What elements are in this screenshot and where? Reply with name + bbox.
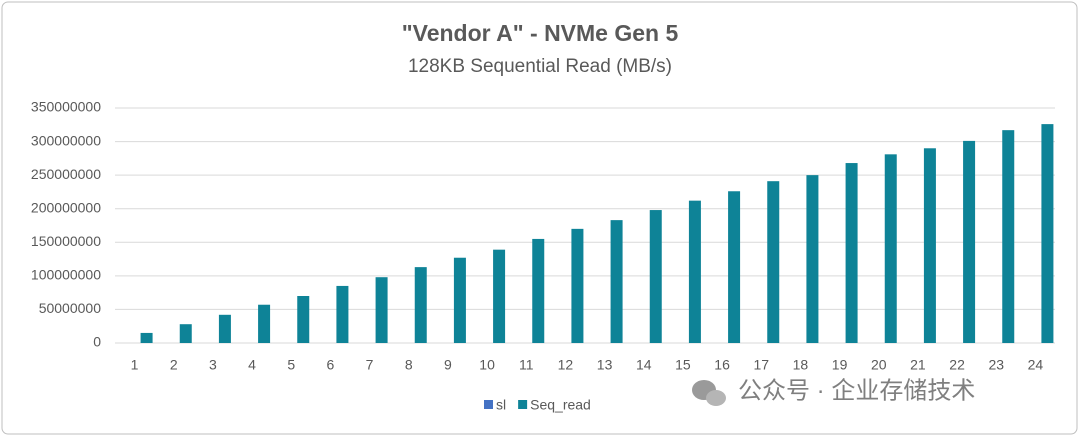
x-tick-label: 9 xyxy=(444,357,452,373)
x-tick-label: 3 xyxy=(209,357,217,373)
y-tick-label: 50000000 xyxy=(39,300,102,316)
bar xyxy=(453,257,466,343)
bar xyxy=(179,324,192,343)
bar xyxy=(532,238,545,343)
x-tick-label: 8 xyxy=(405,357,413,373)
x-tick-label: 2 xyxy=(170,357,178,373)
x-tick-label: 19 xyxy=(832,357,848,373)
chart-subtitle: 128KB Sequential Read (MB/s) xyxy=(408,56,672,77)
x-tick-label: 4 xyxy=(248,357,256,373)
bar xyxy=(1002,130,1015,343)
bar xyxy=(884,154,897,343)
bar xyxy=(963,140,976,343)
bar xyxy=(688,200,701,343)
y-tick-label: 300000000 xyxy=(31,132,101,148)
x-tick-label: 18 xyxy=(793,357,809,373)
y-tick-label: 150000000 xyxy=(31,233,101,249)
x-tick-label: 21 xyxy=(910,357,926,373)
bar xyxy=(728,191,741,343)
x-tick-label: 5 xyxy=(287,357,295,373)
x-tick-label: 14 xyxy=(636,357,652,373)
y-tick-label: 100000000 xyxy=(31,267,101,283)
chart-title: "Vendor A" - NVMe Gen 5 xyxy=(402,20,679,46)
x-tick-label: 20 xyxy=(871,357,887,373)
bar xyxy=(610,220,623,343)
bar xyxy=(571,228,584,343)
bar xyxy=(806,175,819,343)
x-tick-label: 24 xyxy=(1028,357,1044,373)
bar xyxy=(218,314,231,343)
legend-swatch xyxy=(518,400,528,409)
x-tick-label: 11 xyxy=(519,357,534,373)
bar xyxy=(140,332,153,343)
watermark-text: 公众号 · 企业存储技术 xyxy=(738,377,975,404)
y-tick-label: 200000000 xyxy=(31,199,101,215)
bar xyxy=(845,163,858,343)
y-tick-label: 0 xyxy=(93,334,101,350)
y-tick-label: 250000000 xyxy=(31,166,101,182)
legend-label: sl xyxy=(496,397,506,413)
bar xyxy=(923,148,936,343)
x-tick-label: 12 xyxy=(558,357,574,373)
x-tick-label: 15 xyxy=(675,357,691,373)
x-tick-label: 13 xyxy=(597,357,613,373)
bar xyxy=(493,249,506,343)
bar xyxy=(375,277,388,343)
x-tick-label: 22 xyxy=(949,357,965,373)
x-tick-label: 10 xyxy=(479,357,495,373)
legend-label: Seq_read xyxy=(530,397,591,413)
bar xyxy=(297,296,310,343)
bar xyxy=(649,210,662,343)
bar xyxy=(336,285,349,343)
x-tick-label: 6 xyxy=(327,357,335,373)
x-tick-label: 7 xyxy=(366,357,374,373)
bar xyxy=(767,181,780,343)
watermark-icon xyxy=(692,380,726,406)
x-tick-label: 16 xyxy=(714,357,730,373)
x-tick-label: 23 xyxy=(988,357,1004,373)
y-tick-label: 350000000 xyxy=(31,99,101,115)
x-tick-label: 1 xyxy=(131,357,139,373)
bar xyxy=(258,304,271,343)
bar xyxy=(414,267,427,343)
bar xyxy=(1041,124,1054,343)
x-tick-label: 17 xyxy=(753,357,769,373)
legend-swatch xyxy=(484,400,493,409)
